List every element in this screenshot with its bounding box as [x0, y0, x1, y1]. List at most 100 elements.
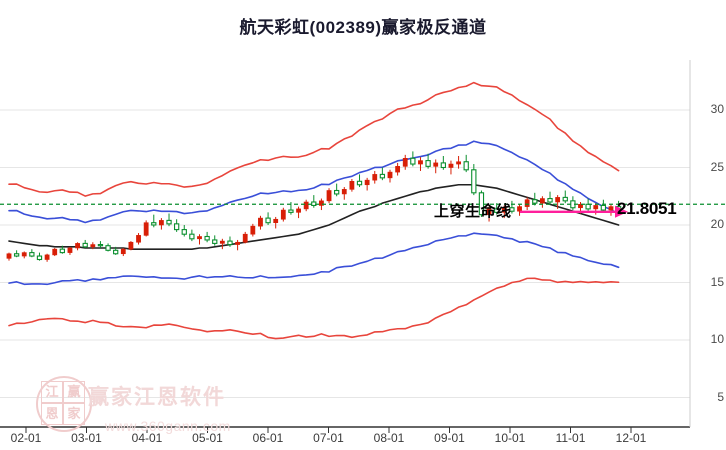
- candlestick: [219, 238, 225, 250]
- candle-body: [189, 233, 195, 240]
- candle-body: [395, 166, 401, 173]
- candlestick: [395, 162, 401, 176]
- watermark-logo-char-0: 江: [41, 381, 63, 403]
- candlestick: [486, 206, 492, 222]
- candlestick: [258, 215, 263, 230]
- candle-body: [608, 206, 614, 211]
- candlestick: [379, 167, 386, 181]
- candle-body: [36, 255, 43, 261]
- y-axis-tick: 15: [710, 274, 724, 289]
- candlestick: [75, 242, 80, 251]
- candle-body: [219, 240, 225, 244]
- candle-body: [555, 197, 561, 203]
- x-axis-tick: 03-01: [71, 431, 102, 445]
- candle-body: [303, 201, 309, 210]
- candlestick: [501, 205, 507, 219]
- candle-body: [204, 235, 210, 241]
- candle-body: [532, 199, 538, 204]
- y-axis-tick: 20: [710, 217, 724, 231]
- candle-body: [173, 223, 180, 231]
- candle-body: [6, 253, 12, 259]
- candle-body: [501, 207, 507, 213]
- candlestick: [326, 188, 332, 204]
- candle-body: [471, 169, 477, 194]
- candle-body: [113, 249, 119, 255]
- candle-body: [13, 253, 20, 257]
- candlestick: [494, 203, 500, 215]
- candlestick: [59, 245, 65, 254]
- candlestick: [36, 252, 43, 261]
- band-line-outer-lower-band: [8, 277, 620, 340]
- y-axis-tick: 25: [710, 159, 724, 174]
- candle-body: [59, 248, 65, 254]
- candle-body: [372, 174, 378, 181]
- candlestick: [189, 229, 195, 242]
- candlestick: [539, 196, 545, 208]
- candlestick: [608, 204, 614, 216]
- candle-body: [410, 157, 416, 165]
- candlestick: [509, 200, 515, 214]
- watermark-logo-char-3: 家: [63, 403, 85, 425]
- candle-body: [258, 217, 263, 227]
- candlestick: [319, 198, 324, 211]
- candlestick: [52, 248, 58, 257]
- candle-body: [379, 173, 386, 179]
- candle-body: [235, 241, 240, 245]
- candle-body: [296, 208, 301, 213]
- candle-body: [425, 160, 431, 167]
- candlestick: [532, 192, 538, 206]
- candlestick: [181, 225, 187, 237]
- x-axis-tick: 09-01: [434, 431, 465, 445]
- candlestick: [440, 156, 446, 170]
- candlestick: [166, 213, 172, 227]
- x-axis-tick: 04-01: [131, 431, 163, 445]
- candlestick: [372, 170, 378, 184]
- candle-body: [181, 229, 187, 235]
- candle-body: [250, 225, 256, 235]
- candlestick: [387, 169, 393, 183]
- candlestick: [334, 183, 340, 197]
- candlestick: [303, 199, 309, 212]
- candle-body: [600, 204, 607, 211]
- x-axis-tick: 11-01: [555, 431, 586, 445]
- x-axis-tick: 08-01: [373, 431, 405, 445]
- band-line-inner-lower-band: [8, 232, 620, 286]
- y-axis-tick: 5: [717, 389, 724, 404]
- candlestick: [197, 234, 202, 245]
- candle-body: [67, 247, 73, 253]
- candlestick: [29, 249, 35, 258]
- y-axis-tick: 10: [710, 332, 724, 346]
- candlestick: [143, 220, 149, 237]
- candle-body: [273, 218, 279, 223]
- candle-body: [356, 180, 363, 186]
- candlestick: [173, 219, 180, 232]
- candlestick: [6, 252, 12, 261]
- candle-body: [433, 162, 439, 167]
- candlestick: [402, 154, 408, 170]
- x-axis-tick: 05-01: [192, 431, 223, 445]
- candlestick: [265, 212, 271, 225]
- candle-body: [494, 208, 500, 213]
- candle-body: [456, 161, 461, 165]
- candlestick: [151, 214, 157, 228]
- watermark-logo-char-2: 恩: [41, 403, 63, 425]
- candlestick: [82, 239, 88, 248]
- candle-body: [75, 243, 80, 249]
- candlestick: [410, 151, 416, 167]
- candle-body: [29, 252, 35, 257]
- candle-body: [524, 199, 530, 207]
- candlestick: [21, 251, 27, 259]
- candlestick: [433, 159, 439, 174]
- candle-body: [82, 242, 88, 248]
- candle-body: [517, 206, 522, 212]
- candlestick: [67, 246, 73, 255]
- candlestick: [227, 236, 233, 247]
- candle-body: [166, 219, 172, 225]
- candlestick: [13, 250, 20, 258]
- candlestick: [44, 253, 50, 262]
- candle-body: [585, 203, 591, 210]
- x-axis-tick: 12-01: [615, 431, 647, 445]
